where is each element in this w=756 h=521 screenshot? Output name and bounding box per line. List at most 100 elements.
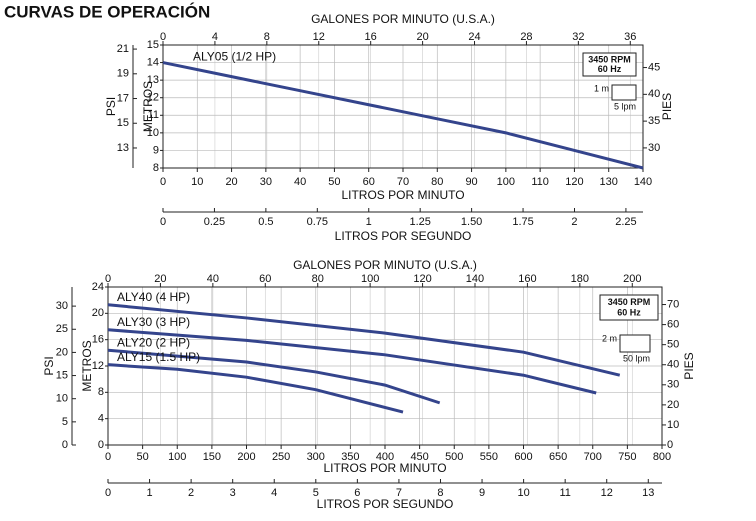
y2-tick-label: 30 bbox=[667, 379, 679, 391]
x-top-tick-label: 160 bbox=[518, 273, 536, 285]
x-second-tick-label: 0.75 bbox=[307, 216, 328, 228]
scale-v-label: 2 m bbox=[602, 333, 617, 343]
x-top-tick-label: 200 bbox=[623, 273, 641, 285]
psi-tick-label: 30 bbox=[56, 300, 68, 312]
x-second-tick-label: 10 bbox=[517, 487, 529, 499]
x-tick-label: 500 bbox=[445, 451, 463, 463]
x-top-tick-label: 60 bbox=[259, 273, 271, 285]
x-tick-label: 20 bbox=[225, 176, 237, 188]
scale-box bbox=[619, 334, 651, 353]
curve-label: ALY05 (1/2 HP) bbox=[193, 50, 276, 64]
x-second-axis-title: LITROS POR SEGUNDO bbox=[317, 497, 454, 511]
x-second-tick-label: 0.25 bbox=[204, 216, 225, 228]
pump-curve bbox=[107, 363, 404, 414]
x-tick-label: 100 bbox=[168, 451, 186, 463]
y-tick-label: 16 bbox=[92, 334, 104, 346]
x-tick-label: 400 bbox=[376, 451, 394, 463]
psi-tick-label: 13 bbox=[117, 142, 129, 154]
psi-tick-label: 15 bbox=[56, 369, 68, 381]
y-tick-label: 0 bbox=[98, 439, 104, 451]
psi-tick-label: 19 bbox=[117, 68, 129, 80]
y2-tick-label: 20 bbox=[667, 399, 679, 411]
x-top-tick-label: 0 bbox=[105, 273, 111, 285]
psi-tick-label: 5 bbox=[62, 416, 68, 428]
x-tick-label: 800 bbox=[653, 451, 671, 463]
curve-label: ALY15 (1.5 HP) bbox=[117, 350, 200, 364]
psi-tick-label: 15 bbox=[117, 117, 129, 129]
x-second-tick-label: 0 bbox=[160, 216, 166, 228]
y2-tick-label: 40 bbox=[648, 88, 660, 100]
x-second-tick-label: 7 bbox=[396, 487, 402, 499]
x-top-axis-title: GALONES POR MINUTO (U.S.A.) bbox=[311, 12, 495, 26]
hz-label: 60 Hz bbox=[617, 307, 641, 317]
x-tick-label: 80 bbox=[431, 176, 443, 188]
curve-label: ALY40 (4 HP) bbox=[117, 290, 190, 304]
page-title: CURVAS DE OPERACIÓN bbox=[4, 2, 210, 21]
psi-tick-label: 20 bbox=[56, 346, 68, 358]
scale-h-label: 5 lpm bbox=[614, 101, 636, 111]
x-tick-label: 60 bbox=[363, 176, 375, 188]
x-top-tick-label: 20 bbox=[154, 273, 166, 285]
x-top-tick-label: 12 bbox=[313, 31, 325, 43]
x-second-tick-label: 1 bbox=[366, 216, 372, 228]
x-tick-label: 150 bbox=[203, 451, 221, 463]
curve-label: ALY30 (3 HP) bbox=[117, 315, 190, 329]
y-tick-label: 12 bbox=[147, 92, 159, 104]
y-axis-title: METROS bbox=[80, 340, 94, 391]
x-second-tick-label: 11 bbox=[559, 487, 570, 499]
x-top-tick-label: 40 bbox=[207, 273, 219, 285]
scale-v-label: 1 m bbox=[594, 83, 609, 93]
x-top-tick-label: 100 bbox=[361, 273, 379, 285]
pump-curve bbox=[107, 348, 441, 405]
x-top-tick-label: 4 bbox=[212, 31, 218, 43]
y2-tick-label: 10 bbox=[667, 419, 679, 431]
x-second-tick-label: 1 bbox=[146, 487, 152, 499]
x-tick-label: 30 bbox=[260, 176, 272, 188]
y2-tick-label: 50 bbox=[667, 339, 679, 351]
psi-tick-label: 10 bbox=[56, 393, 68, 405]
x-top-tick-label: 36 bbox=[624, 31, 636, 43]
x-second-tick-label: 1.25 bbox=[409, 216, 430, 228]
y-tick-label: 9 bbox=[153, 144, 159, 156]
x-tick-label: 100 bbox=[497, 176, 515, 188]
x-second-tick-label: 5 bbox=[313, 487, 319, 499]
x-tick-label: 70 bbox=[397, 176, 409, 188]
x-tick-label: 300 bbox=[307, 451, 325, 463]
y-tick-label: 11 bbox=[148, 109, 159, 121]
x-second-tick-label: 2.25 bbox=[615, 216, 636, 228]
x-top-tick-label: 180 bbox=[571, 273, 589, 285]
hz-label: 60 Hz bbox=[598, 64, 622, 74]
x-top-tick-label: 24 bbox=[468, 31, 480, 43]
x-tick-label: 50 bbox=[328, 176, 340, 188]
y2-tick-label: 45 bbox=[648, 61, 660, 73]
y-tick-label: 13 bbox=[147, 74, 159, 86]
x-tick-label: 140 bbox=[634, 176, 652, 188]
x-tick-label: 350 bbox=[341, 451, 359, 463]
x-second-tick-label: 2 bbox=[188, 487, 194, 499]
x-top-tick-label: 8 bbox=[264, 31, 270, 43]
x-second-axis-title: LITROS POR SEGUNDO bbox=[335, 229, 472, 243]
x-tick-label: 700 bbox=[584, 451, 602, 463]
x-tick-label: 550 bbox=[480, 451, 498, 463]
x-axis-title: LITROS POR MINUTO bbox=[341, 188, 464, 202]
x-second-tick-label: 12 bbox=[601, 487, 613, 499]
scale-box bbox=[611, 84, 637, 101]
x-tick-label: 40 bbox=[294, 176, 306, 188]
y-tick-label: 4 bbox=[98, 413, 104, 425]
x-tick-label: 130 bbox=[600, 176, 618, 188]
y-tick-label: 10 bbox=[147, 127, 159, 139]
y-tick-label: 14 bbox=[147, 56, 159, 68]
y2-axis-title: PIES bbox=[682, 352, 696, 379]
x-top-tick-label: 140 bbox=[466, 273, 484, 285]
y2-tick-label: 40 bbox=[667, 359, 679, 371]
psi-tick-label: 17 bbox=[117, 92, 129, 104]
y2-axis-title: PIES bbox=[660, 93, 674, 120]
x-tick-label: 50 bbox=[137, 451, 149, 463]
x-axis-title: LITROS POR MINUTO bbox=[323, 461, 446, 475]
y-tick-label: 24 bbox=[92, 281, 104, 293]
x-tick-label: 200 bbox=[237, 451, 255, 463]
info-box bbox=[582, 52, 637, 77]
psi-tick-label: 25 bbox=[56, 323, 68, 335]
x-second-tick-label: 2 bbox=[571, 216, 577, 228]
